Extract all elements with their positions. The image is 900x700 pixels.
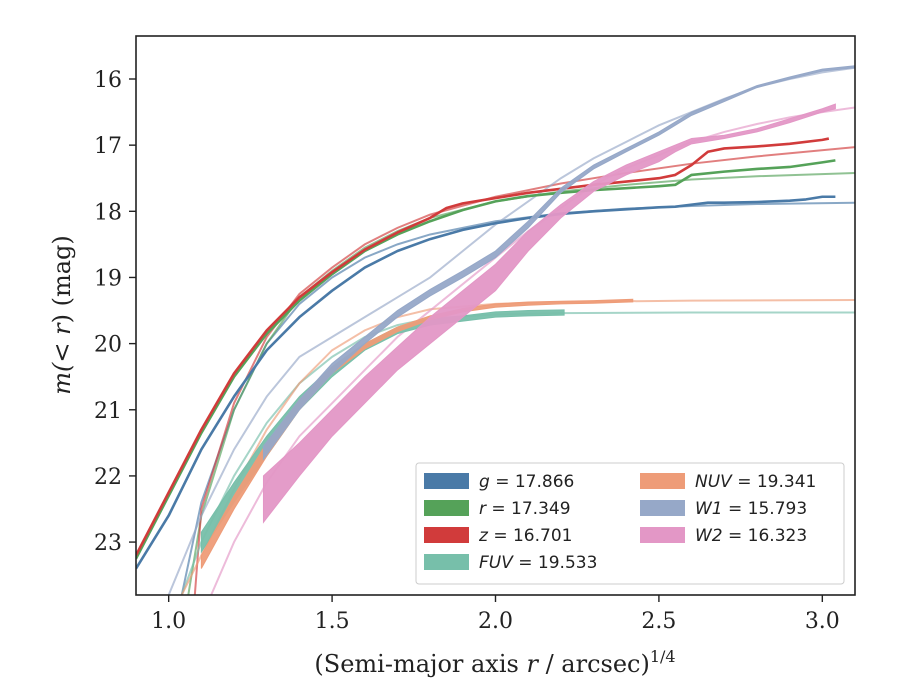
legend-label-var: W2 (695, 526, 723, 546)
legend-label-w2: W2 = 16.323 (695, 526, 807, 546)
y-axis-label-prefix: m(< (48, 335, 76, 395)
legend-swatch-nuv (640, 473, 685, 489)
legend-label-value: = 16.323 (723, 526, 808, 546)
y-tick-label: 21 (94, 399, 122, 424)
x-tick-label: 2.0 (478, 609, 513, 634)
x-axis-label-unit: / arcsec) (538, 650, 650, 678)
legend-label-nuv: NUV = 19.341 (695, 472, 816, 492)
legend-label-var: FUV (479, 553, 514, 573)
y-tick-label: 16 (94, 68, 122, 93)
y-tick-label: 20 (94, 333, 122, 358)
legend-label-var: W1 (695, 499, 723, 519)
series-line-r (136, 159, 836, 560)
legend-label-var: r (479, 499, 487, 519)
y-axis: 16 17 18 19 20 21 22 23 (94, 68, 136, 556)
legend-frame (415, 462, 845, 585)
legend-label-r: r = 17.349 (479, 499, 571, 519)
legend-label-var: NUV (695, 472, 733, 492)
x-axis-label-exponent: 1/4 (650, 647, 676, 666)
series-band-w1 (262, 65, 855, 461)
legend-label-var: g (479, 472, 490, 492)
x-tick-label: 3.0 (805, 609, 840, 634)
legend-swatch-g (424, 473, 469, 489)
data-series (136, 65, 855, 570)
legend-label-z: z = 16.701 (478, 526, 572, 546)
legend-swatch-w1 (640, 500, 685, 516)
legend-label-fuv: FUV = 19.533 (479, 553, 597, 573)
legend-label-value: = 15.793 (723, 499, 808, 519)
legend-swatch-w2 (640, 527, 685, 543)
legend-label-value: = 16.701 (488, 526, 573, 546)
y-axis-label-var: r (48, 322, 76, 335)
legend-label-var: z (478, 526, 489, 546)
legend-swatch-r (424, 500, 469, 516)
series-line-g (136, 195, 836, 570)
legend-label-w1: W1 = 15.793 (695, 499, 807, 519)
legend-label-value: = 17.866 (490, 472, 575, 492)
x-tick-label: 2.5 (641, 609, 676, 634)
series-band-w2 (262, 103, 836, 524)
x-axis-label-var: r (526, 650, 539, 678)
y-tick-label: 19 (94, 266, 122, 291)
x-axis: 1.0 1.5 2.0 2.5 3.0 (151, 595, 840, 634)
x-axis-label-main: (Semi-major axis (314, 650, 526, 678)
x-axis-label: (Semi-major axis r / arcsec)1/4 (314, 647, 675, 678)
y-axis-label: m(< r) (mag) (48, 235, 76, 395)
legend-label-value: = 17.349 (486, 499, 571, 519)
legend-swatch-z (424, 527, 469, 543)
x-tick-label: 1.5 (315, 609, 350, 634)
x-tick-label: 1.0 (151, 609, 186, 634)
y-tick-label: 18 (94, 200, 122, 225)
y-tick-label: 22 (94, 465, 122, 490)
y-tick-label: 17 (94, 134, 122, 159)
legend-label-value: = 19.341 (732, 472, 817, 492)
y-axis-label-suffix: ) (mag) (48, 235, 76, 323)
legend-label-g: g = 17.866 (479, 472, 574, 492)
series-line-z (136, 137, 830, 556)
legend-swatch-fuv (424, 554, 469, 570)
legend-label-value: = 19.533 (513, 553, 598, 573)
y-tick-label: 23 (94, 531, 122, 556)
